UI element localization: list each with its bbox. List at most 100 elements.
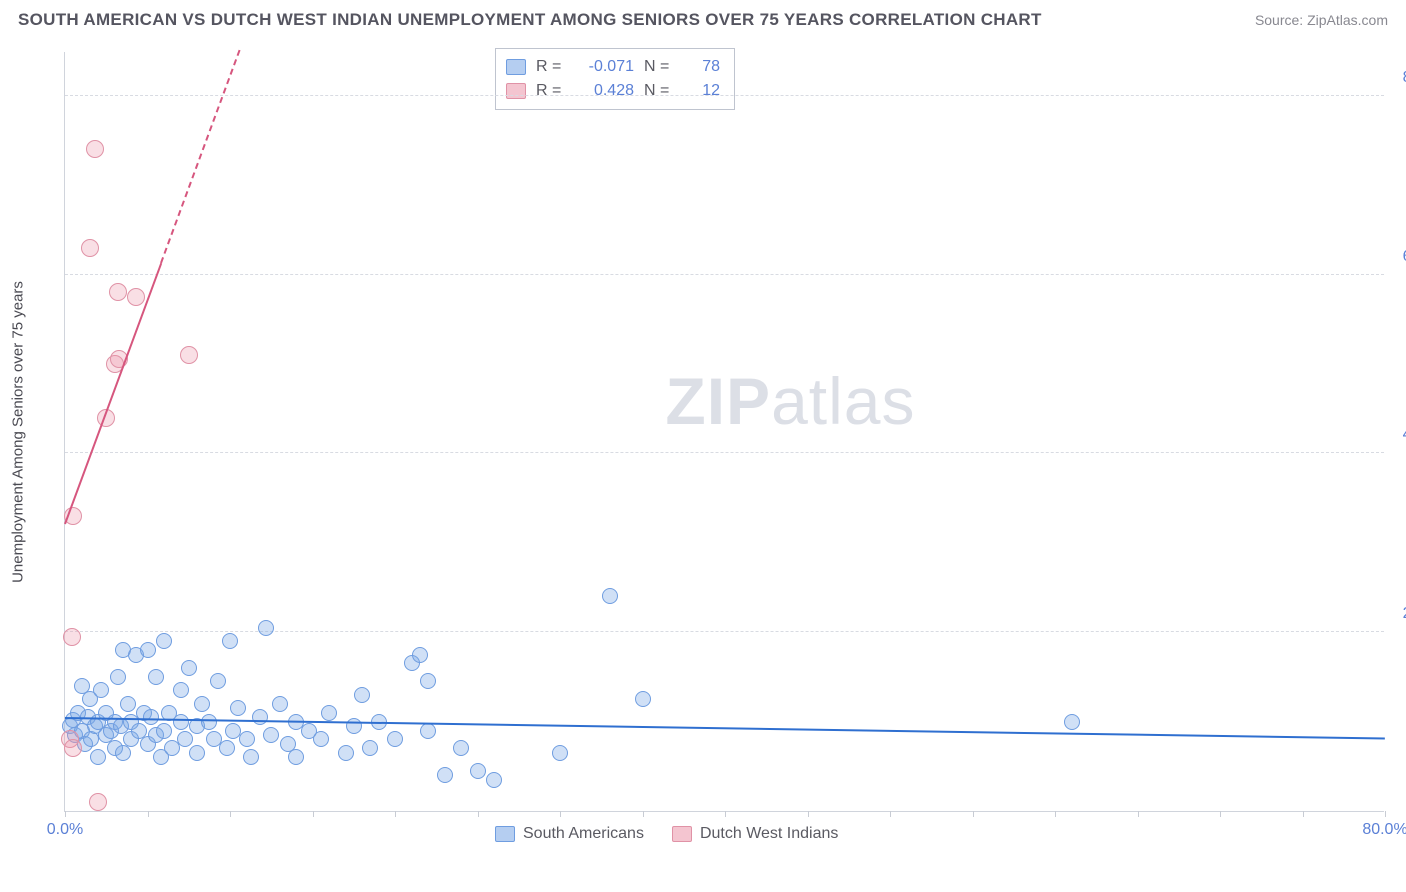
data-point (222, 633, 238, 649)
data-point (272, 696, 288, 712)
data-point (486, 772, 502, 788)
x-tick (1138, 811, 1139, 817)
data-point (201, 714, 217, 730)
data-point (140, 642, 156, 658)
x-tick (1220, 811, 1221, 817)
chart-title: SOUTH AMERICAN VS DUTCH WEST INDIAN UNEM… (18, 10, 1042, 30)
data-point (437, 767, 453, 783)
data-point (243, 749, 259, 765)
chart-wrapper: Unemployment Among Seniors over 75 years… (48, 52, 1388, 840)
data-point (1064, 714, 1080, 730)
legend-r-label: R = (536, 55, 570, 79)
data-point (143, 709, 159, 725)
legend-swatch (506, 83, 526, 99)
data-point (90, 749, 106, 765)
data-point (93, 682, 109, 698)
data-point (258, 620, 274, 636)
data-point (635, 691, 651, 707)
trend-line (64, 263, 162, 524)
header-bar: SOUTH AMERICAN VS DUTCH WEST INDIAN UNEM… (0, 0, 1406, 36)
legend-n-label: N = (644, 55, 678, 79)
data-point (321, 705, 337, 721)
data-point (148, 669, 164, 685)
legend-n-value: 12 (688, 79, 720, 103)
data-point (189, 745, 205, 761)
gridline-h (65, 274, 1384, 275)
data-point (177, 731, 193, 747)
data-point (173, 682, 189, 698)
x-tick (643, 811, 644, 817)
series-legend: South Americans Dutch West Indians (495, 825, 838, 843)
data-point (412, 647, 428, 663)
data-point (420, 673, 436, 689)
x-tick (1055, 811, 1056, 817)
data-point (120, 696, 136, 712)
x-tick (478, 811, 479, 817)
x-tick (560, 811, 561, 817)
y-axis-label: Unemployment Among Seniors over 75 years (10, 281, 27, 583)
x-tick (1385, 811, 1386, 817)
data-point (313, 731, 329, 747)
x-tick (725, 811, 726, 817)
data-point (362, 740, 378, 756)
data-point (239, 731, 255, 747)
legend-item: South Americans (495, 825, 644, 843)
data-point (156, 723, 172, 739)
data-point (173, 714, 189, 730)
data-point (338, 745, 354, 761)
x-tick-label: 80.0% (1362, 821, 1406, 839)
data-point (453, 740, 469, 756)
data-point (83, 731, 99, 747)
watermark: ZIPatlas (665, 363, 915, 439)
data-point (81, 239, 99, 257)
legend-r-value: -0.071 (580, 55, 634, 79)
gridline-h (65, 452, 1384, 453)
data-point (110, 669, 126, 685)
legend-label: South Americans (523, 825, 644, 843)
y-tick-label: 60.0% (1403, 248, 1406, 266)
data-point (127, 288, 145, 306)
x-tick (148, 811, 149, 817)
data-point (64, 739, 82, 757)
legend-r-value: 0.428 (580, 79, 634, 103)
x-tick (395, 811, 396, 817)
data-point (252, 709, 268, 725)
x-tick-label: 0.0% (47, 821, 83, 839)
data-point (288, 749, 304, 765)
data-point (63, 628, 81, 646)
data-point (230, 700, 246, 716)
x-tick (808, 811, 809, 817)
correlation-legend: R = -0.071 N = 78R = 0.428 N = 12 (495, 48, 735, 110)
legend-item: Dutch West Indians (672, 825, 838, 843)
legend-n-value: 78 (688, 55, 720, 79)
x-tick (230, 811, 231, 817)
data-point (210, 673, 226, 689)
data-point (602, 588, 618, 604)
x-tick (313, 811, 314, 817)
x-tick (973, 811, 974, 817)
data-point (552, 745, 568, 761)
data-point (470, 763, 486, 779)
data-point (156, 633, 172, 649)
data-point (263, 727, 279, 743)
trend-line (160, 50, 241, 264)
x-tick (890, 811, 891, 817)
data-point (354, 687, 370, 703)
legend-swatch (495, 826, 515, 842)
data-point (420, 723, 436, 739)
legend-n-label: N = (644, 79, 678, 103)
y-tick-label: 80.0% (1403, 69, 1406, 87)
x-tick (1303, 811, 1304, 817)
data-point (180, 346, 198, 364)
legend-swatch (506, 59, 526, 75)
source-text: Source: ZipAtlas.com (1255, 12, 1388, 28)
data-point (89, 793, 107, 811)
y-tick-label: 20.0% (1403, 605, 1406, 623)
x-tick (65, 811, 66, 817)
legend-swatch (672, 826, 692, 842)
data-point (219, 740, 235, 756)
legend-row: R = -0.071 N = 78 (506, 55, 720, 79)
data-point (86, 140, 104, 158)
data-point (109, 283, 127, 301)
gridline-h (65, 95, 1384, 96)
